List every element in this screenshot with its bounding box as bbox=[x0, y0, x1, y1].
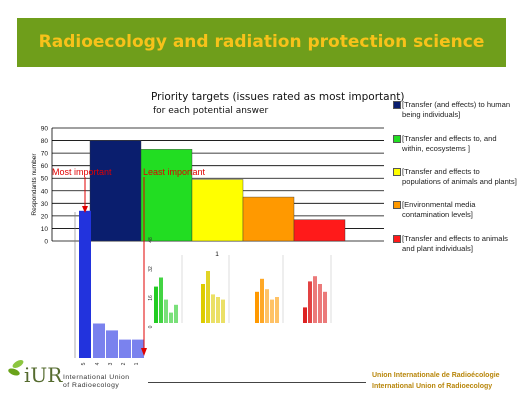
most-important-label: Most important bbox=[52, 167, 112, 177]
inset-bar bbox=[201, 284, 205, 323]
inset-bar bbox=[260, 278, 264, 323]
legend-label: [Transfer and effects to populations of … bbox=[402, 167, 517, 186]
inset-tick-label: 48 bbox=[148, 237, 154, 243]
org-line1: International Union bbox=[63, 374, 130, 381]
inset-bar bbox=[169, 312, 173, 323]
logo-letters: iUR bbox=[24, 363, 63, 387]
y-tick-label: 30 bbox=[41, 201, 49, 208]
inset-bar bbox=[132, 339, 144, 358]
inset-bar bbox=[93, 323, 105, 358]
inset-bar bbox=[211, 294, 215, 323]
inset-bar bbox=[216, 297, 220, 323]
inset-bar bbox=[318, 284, 322, 323]
inset-bar bbox=[265, 289, 269, 323]
legend-swatch bbox=[393, 101, 401, 109]
legend-label: [Transfer and effects to animals and pla… bbox=[402, 234, 508, 253]
arrow-head bbox=[141, 348, 147, 356]
header-banner: Radioecology and radiation protection sc… bbox=[17, 18, 506, 67]
legend-swatch bbox=[393, 201, 401, 209]
inset-tick-label: 32 bbox=[148, 266, 154, 272]
iur-logo: iUR bbox=[8, 360, 63, 387]
inset-bar bbox=[303, 307, 307, 323]
footer-org-en: International Union of Radioecology bbox=[372, 383, 493, 390]
bar bbox=[140, 149, 193, 242]
inset-bar bbox=[106, 330, 118, 358]
leaf-icon bbox=[8, 360, 24, 376]
y-tick-label: 60 bbox=[41, 163, 49, 170]
legend-swatch bbox=[393, 235, 401, 243]
inset-bar bbox=[221, 299, 225, 323]
bar bbox=[242, 196, 295, 242]
page-title: Radioecology and radiation protection sc… bbox=[38, 32, 485, 52]
inset-bar bbox=[119, 339, 131, 358]
footer-org-fr: Union Internationale de Radioécologie bbox=[372, 372, 500, 379]
inset-bar bbox=[79, 210, 91, 358]
inset-tick-label: 3 bbox=[108, 362, 114, 365]
bar bbox=[191, 179, 244, 242]
y-tick-label: 0 bbox=[44, 239, 48, 246]
inset-bar bbox=[323, 291, 327, 323]
chart-title: Priority targets (issues rated as most i… bbox=[151, 91, 405, 103]
inset-bar bbox=[154, 286, 158, 323]
y-tick-label: 90 bbox=[41, 126, 49, 133]
y-tick-label: 40 bbox=[41, 188, 49, 195]
legend-swatch bbox=[393, 135, 401, 143]
inset-tick-label: 0 bbox=[148, 325, 154, 328]
inset-bar bbox=[308, 281, 312, 323]
inset-bar bbox=[206, 271, 210, 323]
inset-bar bbox=[275, 297, 279, 323]
org-name: International Union of Radioecology bbox=[63, 374, 130, 390]
legend-swatch bbox=[393, 168, 401, 176]
inset-tick-label: 4 bbox=[95, 362, 101, 365]
inset-tick-label: 1 bbox=[134, 362, 140, 365]
inset-bar bbox=[164, 299, 168, 323]
arrow-head bbox=[82, 206, 88, 213]
inset-bar bbox=[174, 304, 178, 323]
legend-label: [Transfer and effects to, and within, ec… bbox=[402, 134, 497, 153]
inset-bar bbox=[270, 299, 274, 323]
y-tick-label: 70 bbox=[41, 151, 49, 158]
inset-tick-label: 5 bbox=[81, 362, 87, 365]
y-tick-label: 20 bbox=[41, 213, 49, 220]
legend-label: [Transfer (and effects) to human being i… bbox=[402, 100, 511, 119]
y-tick-label: 80 bbox=[41, 138, 49, 145]
inset-bar bbox=[313, 276, 317, 323]
inset-bar bbox=[255, 291, 259, 323]
bar bbox=[293, 219, 346, 242]
least-important-label: Least important bbox=[143, 167, 206, 177]
chart-subtitle: for each potential answer bbox=[153, 106, 269, 116]
inset-tick-label: 16 bbox=[148, 295, 154, 301]
y-axis-label: Respondants number bbox=[31, 153, 38, 216]
inset-bar bbox=[159, 277, 163, 323]
bar bbox=[89, 140, 142, 242]
footer-divider bbox=[148, 382, 366, 383]
y-tick-label: 10 bbox=[41, 226, 49, 233]
inset-tick-label: 2 bbox=[121, 362, 127, 365]
y-tick-label: 50 bbox=[41, 176, 49, 183]
x-tick-label: 1 bbox=[215, 251, 219, 258]
org-line2: of Radioecology bbox=[63, 382, 120, 389]
legend-label: [Environmental media contamination level… bbox=[402, 200, 476, 219]
